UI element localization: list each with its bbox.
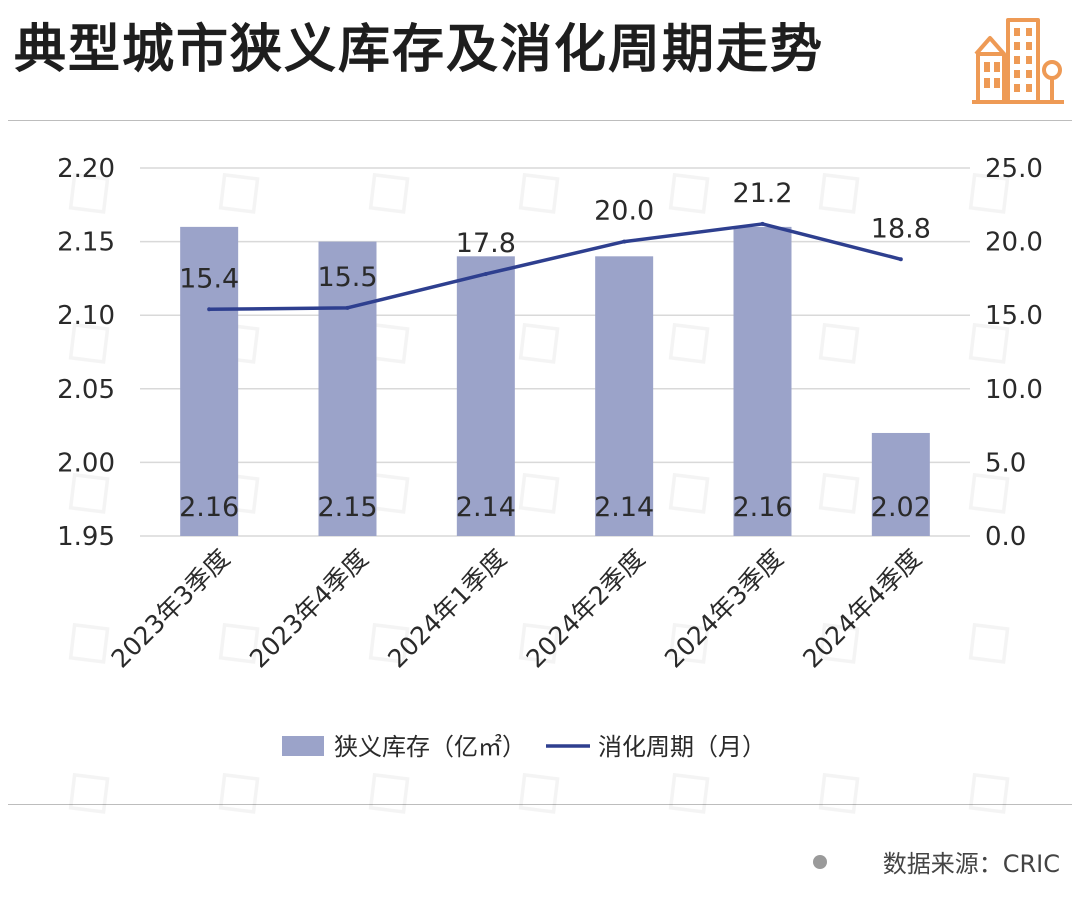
line-point (760, 221, 765, 226)
line-value-label: 17.8 (456, 228, 516, 259)
y-left-tick-label: 2.05 (57, 375, 115, 405)
x-tick-label: 2024年1季度 (382, 544, 512, 674)
bar (595, 256, 654, 536)
line-point (622, 239, 627, 244)
x-tick-label: 2024年4季度 (797, 544, 927, 674)
bar-value-label: 2.16 (732, 492, 792, 523)
line-value-label: 18.8 (871, 213, 931, 244)
bar-value-label: 2.14 (594, 492, 654, 523)
y-right-tick-label: 0.0 (985, 522, 1026, 552)
line-point (207, 307, 212, 312)
line-value-label: 15.5 (317, 262, 377, 293)
source-note: 数据来源：CRIC (812, 844, 1060, 879)
source-text: 数据来源：CRIC (882, 850, 1060, 878)
y-left-tick-label: 2.10 (57, 301, 115, 331)
combo-chart: 1.95 2.00 2.05 2.10 2.15 2.20 0.0 5.0 10.0 15.0 20… (57, 154, 1043, 761)
y-left-tick-label: 2.00 (57, 448, 115, 478)
legend-swatch-bar (282, 736, 324, 756)
y-left-tick-label: 1.95 (57, 522, 115, 552)
bar (456, 256, 515, 536)
y-right-tick-label: 5.0 (985, 448, 1026, 478)
line-point (345, 305, 350, 310)
x-tick-label: 2023年4季度 (244, 544, 374, 674)
x-tick-label: 2024年3季度 (659, 544, 789, 674)
bottom-divider (8, 804, 1072, 805)
y-right-tick-label: 20.0 (985, 228, 1043, 258)
line-value-label: 20.0 (594, 196, 654, 227)
bar (871, 432, 930, 536)
x-tick-label: 2024年2季度 (521, 544, 651, 674)
dot-icon (812, 854, 827, 869)
bar (318, 241, 377, 536)
x-tick-label: 2023年3季度 (106, 544, 236, 674)
bar-value-label: 2.16 (179, 492, 239, 523)
legend-label-line: 消化周期（月） (598, 733, 766, 761)
legend-label-bar: 狭义库存（亿㎡） (334, 733, 526, 761)
line-point (483, 271, 488, 276)
top-divider (8, 120, 1072, 121)
y-right-tick-label: 15.0 (985, 301, 1043, 331)
line-value-label: 15.4 (179, 263, 239, 294)
bar (733, 226, 792, 536)
line-value-label: 21.2 (732, 178, 792, 209)
bar (180, 226, 239, 536)
bar-value-label: 2.15 (317, 492, 377, 523)
y-right-tick-label: 25.0 (985, 154, 1043, 184)
bar-value-label: 2.14 (456, 492, 516, 523)
y-left-tick-label: 2.20 (57, 154, 115, 184)
y-right-tick-label: 10.0 (985, 375, 1043, 405)
bar-value-label: 2.02 (871, 492, 931, 523)
line-point (898, 257, 903, 262)
building-icon (968, 12, 1068, 110)
y-left-tick-label: 2.15 (57, 228, 115, 258)
line-series (209, 222, 902, 312)
page-title: 典型城市狭义库存及消化周期走势 (14, 20, 825, 80)
